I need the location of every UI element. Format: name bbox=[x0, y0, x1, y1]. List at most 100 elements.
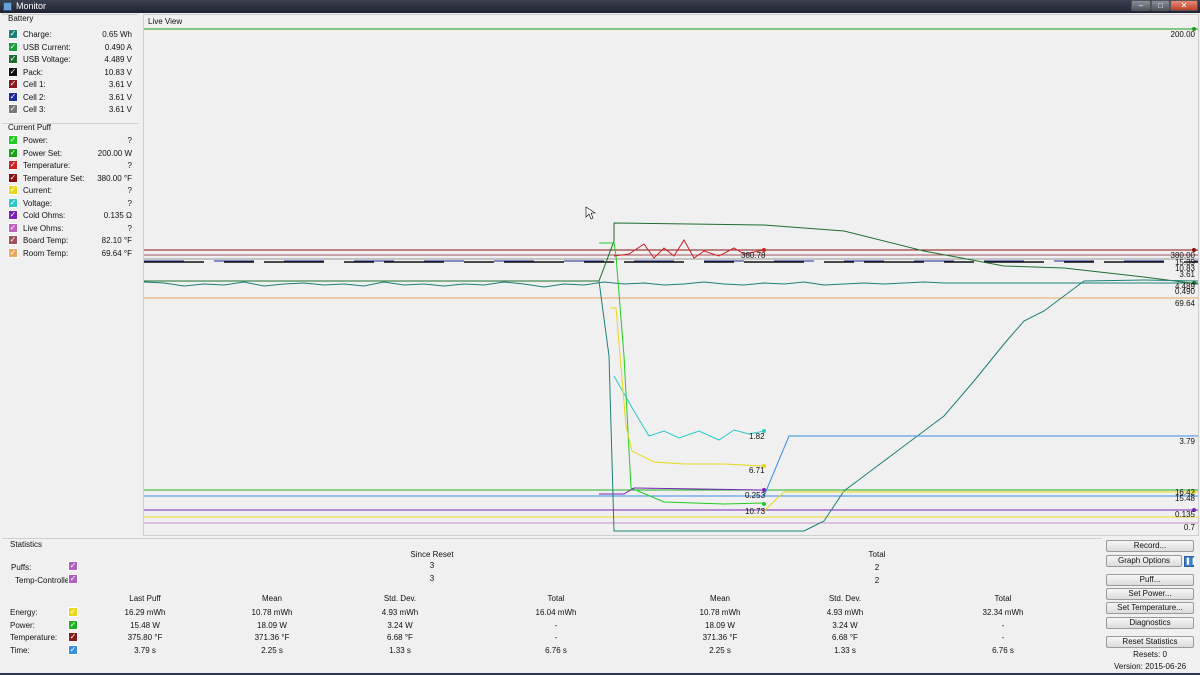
battery-group-title: Battery bbox=[8, 14, 34, 23]
battery-usb-voltage-value: 4.489 V bbox=[104, 55, 132, 64]
stats-temperature-value: 371.36 °F bbox=[702, 633, 738, 642]
stats-energy-value: 32.34 mWh bbox=[982, 608, 1024, 617]
stats-temperature-value: - bbox=[1001, 633, 1005, 642]
puff-room-temp-label: Room Temp: bbox=[23, 248, 69, 258]
temp-controlled-checkbox[interactable]: ✓ bbox=[68, 574, 78, 584]
right-label-cold-ohms: 0.135 bbox=[1175, 510, 1196, 519]
live-view-graph[interactable]: 380.78 1.82 6.71 0.253 10.73 200.00 380.… bbox=[144, 26, 1198, 535]
puff-room-temp-checkbox[interactable]: ✓ bbox=[8, 247, 18, 258]
battery-cell-3-label: Cell 3: bbox=[23, 105, 46, 114]
battery-pack-label: Pack: bbox=[23, 67, 44, 77]
puff-temperature-checkbox[interactable]: ✓ bbox=[8, 160, 18, 170]
temperature-set-marker bbox=[1192, 248, 1196, 252]
power-point-label: 10.73 bbox=[745, 507, 766, 516]
battery-cell-3-checkbox[interactable]: ✓ bbox=[8, 104, 18, 114]
stats-temperature-value: 371.36 °F bbox=[254, 633, 290, 642]
puff-power-label: Power: bbox=[23, 136, 48, 145]
puff-room-temp-value: 69.64 °F bbox=[101, 248, 132, 258]
current-marker bbox=[762, 464, 766, 468]
puff-temperature-set-row: ✓ Temperature Set: 380.00 °F bbox=[2, 172, 134, 184]
stats-energy-label: Energy: bbox=[10, 608, 38, 617]
stats-power-checkbox[interactable]: ✓ bbox=[68, 619, 78, 630]
voltage-point-label: 1.82 bbox=[749, 432, 765, 441]
current-trace bbox=[610, 307, 765, 467]
stats-energy-value: 16.29 mWh bbox=[124, 608, 166, 617]
live-view-panel bbox=[143, 14, 1199, 536]
diagnostics-button[interactable]: Diagnostics bbox=[1106, 617, 1194, 629]
puff-temperature-set-checkbox[interactable]: ✓ bbox=[8, 172, 18, 183]
right-label-current: 0.7 bbox=[1184, 523, 1196, 532]
graph-options-button[interactable]: Graph Options bbox=[1106, 555, 1182, 567]
stats-energy-checkbox[interactable]: ✓ bbox=[68, 607, 78, 617]
stats-energy-value: 10.78 mWh bbox=[699, 608, 741, 617]
puff-power-value: ? bbox=[127, 136, 132, 145]
right-label-pack: 10.83 bbox=[1175, 264, 1196, 273]
set-temperature-button[interactable]: Set Temperature... bbox=[1106, 602, 1194, 614]
reset-statistics-button[interactable]: Reset Statistics bbox=[1106, 636, 1194, 648]
taskbar bbox=[0, 673, 1200, 675]
battery-cell-1-checkbox[interactable]: ✓ bbox=[8, 79, 18, 89]
power-trace bbox=[599, 242, 765, 505]
puff-cold-ohms-checkbox[interactable]: ✓ bbox=[8, 210, 18, 220]
maximize-button[interactable]: □ bbox=[1151, 0, 1170, 11]
battery-cell-1-value: 3.61 V bbox=[108, 80, 132, 89]
puff-power-set-value: 200.00 W bbox=[97, 148, 132, 158]
puff-current-label: Current: bbox=[23, 186, 52, 195]
stats-col-header: Mean bbox=[261, 594, 282, 603]
close-button[interactable]: ✕ bbox=[1170, 0, 1198, 11]
puff-cold-ohms-row: ✓ Cold Ohms: 0.135 Ω bbox=[2, 209, 134, 221]
battery-cell-3-row: ✓ Cell 3: 3.61 V bbox=[2, 103, 134, 115]
temperature-point-label: 380.78 bbox=[741, 251, 766, 260]
stats-col-header: Last Puff bbox=[129, 594, 161, 603]
stats-power-value: 3.24 W bbox=[832, 620, 858, 630]
pause-button[interactable]: ❚❚ bbox=[1184, 556, 1197, 567]
puff-voltage-row: ✓ Voltage:? bbox=[2, 197, 134, 209]
puff-current-checkbox[interactable]: ✓ bbox=[8, 185, 18, 195]
usb-voltage-marker bbox=[1192, 281, 1196, 285]
puff-temperature-set-value: 380.00 °F bbox=[97, 173, 132, 183]
set-power-button[interactable]: Set Power... bbox=[1106, 588, 1194, 600]
right-label-cell: 3.61 bbox=[1179, 270, 1195, 279]
battery-usb-voltage-checkbox[interactable]: ✓ bbox=[8, 54, 18, 64]
minimize-button[interactable]: – bbox=[1131, 0, 1151, 11]
stats-temperature-checkbox[interactable]: ✓ bbox=[68, 632, 78, 642]
puffs-label: Puffs: bbox=[11, 563, 32, 572]
battery-cell-2-checkbox[interactable]: ✓ bbox=[8, 91, 18, 102]
puff-voltage-checkbox[interactable]: ✓ bbox=[8, 197, 18, 208]
app-icon bbox=[3, 2, 12, 11]
stats-power-value: 18.09 W bbox=[705, 620, 735, 630]
battery-charge-row: ✓ Charge: 0.65 Wh bbox=[2, 28, 134, 40]
current-point-label: 6.71 bbox=[749, 466, 765, 475]
stats-time-value: 1.33 s bbox=[834, 645, 856, 655]
puff-temperature-value: ? bbox=[127, 161, 132, 170]
battery-usb-current-value: 0.490 A bbox=[104, 42, 132, 52]
battery-cell-3-value: 3.61 V bbox=[108, 105, 132, 114]
left-panel: Battery ✓ Charge: 0.65 Wh ✓ USB Current: 0.49… bbox=[2, 14, 138, 536]
right-label-temperature-set: 380.00 bbox=[1171, 251, 1196, 260]
puff-board-temp-checkbox[interactable]: ✓ bbox=[8, 235, 18, 245]
battery-cell-2-row: ✓ Cell 2: 3.61 V bbox=[2, 91, 134, 103]
cold-ohms-marker bbox=[1192, 508, 1196, 512]
battery-usb-current-checkbox[interactable]: ✓ bbox=[8, 41, 18, 52]
stats-time-value: 2.25 s bbox=[709, 645, 731, 655]
right-label-usb-voltage: 4.489 bbox=[1175, 282, 1196, 291]
puff-live-ohms-checkbox[interactable]: ✓ bbox=[8, 222, 18, 233]
temperature-trace bbox=[613, 239, 765, 259]
puff-power-set-checkbox[interactable]: ✓ bbox=[8, 147, 18, 158]
record-button[interactable]: Record... bbox=[1106, 540, 1194, 552]
puff-button[interactable]: Puff... bbox=[1106, 574, 1194, 586]
stats-time-value: 1.33 s bbox=[389, 645, 411, 655]
puffs-checkbox[interactable]: ✓ bbox=[68, 561, 78, 571]
puffs-total-value: 2 bbox=[874, 563, 880, 572]
live-view-title: Live View bbox=[148, 17, 183, 26]
puff-cold-ohms-value: 0.135 Ω bbox=[103, 211, 132, 220]
battery-usb-current-label: USB Current: bbox=[23, 42, 71, 52]
mouse-cursor-icon bbox=[585, 206, 596, 220]
stats-time-checkbox[interactable]: ✓ bbox=[68, 644, 78, 655]
battery-charge-checkbox[interactable]: ✓ bbox=[8, 29, 18, 39]
puff-power-checkbox[interactable]: ✓ bbox=[8, 135, 18, 145]
stats-energy-value: 4.93 mWh bbox=[381, 608, 419, 617]
battery-pack-checkbox[interactable]: ✓ bbox=[8, 66, 18, 77]
energy-trace bbox=[763, 491, 1198, 512]
statistics-panel: Statistics Since Reset Total Puffs: ✓ 3 … bbox=[2, 538, 1102, 674]
